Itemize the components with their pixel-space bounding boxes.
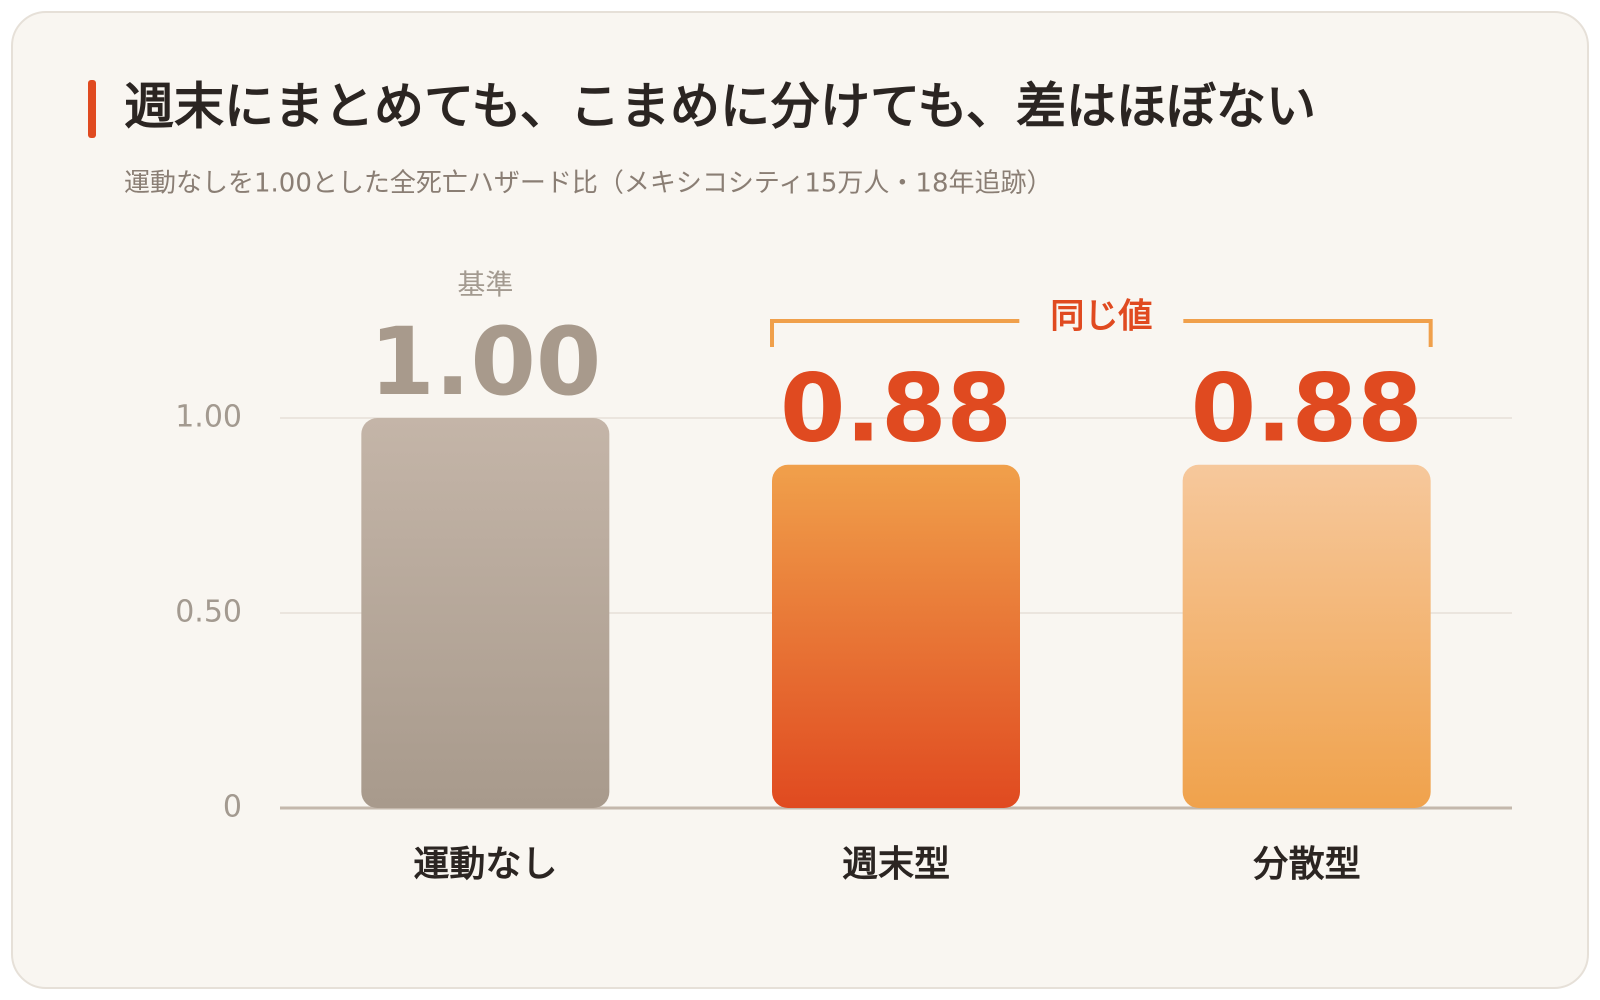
chart-subtitle: 運動なしを1.00とした全死亡ハザード比（メキシコシティ15万人・18年追跡） xyxy=(124,169,1053,199)
x-tick-label: 週末型 xyxy=(842,844,950,885)
x-tick-label: 運動なし xyxy=(413,844,557,885)
value-label: 1.00 xyxy=(369,308,601,417)
bar xyxy=(772,464,1020,808)
y-tick-label: 0 xyxy=(223,790,242,825)
chart-title: 週末にまとめても、こまめに分けても、差はほぼない xyxy=(124,78,1316,136)
annotation: 基準 xyxy=(457,268,513,301)
y-tick-label: 1.00 xyxy=(175,400,242,435)
bar xyxy=(361,418,610,808)
y-tick-label: 0.50 xyxy=(175,595,242,630)
value-label: 0.88 xyxy=(1191,355,1423,464)
annotation: 同じ値 xyxy=(1050,297,1152,337)
x-tick-label: 分散型 xyxy=(1253,844,1361,885)
bar xyxy=(1182,464,1431,808)
title-accent xyxy=(88,80,96,138)
value-label: 0.88 xyxy=(780,355,1012,464)
bracket xyxy=(770,319,1433,347)
